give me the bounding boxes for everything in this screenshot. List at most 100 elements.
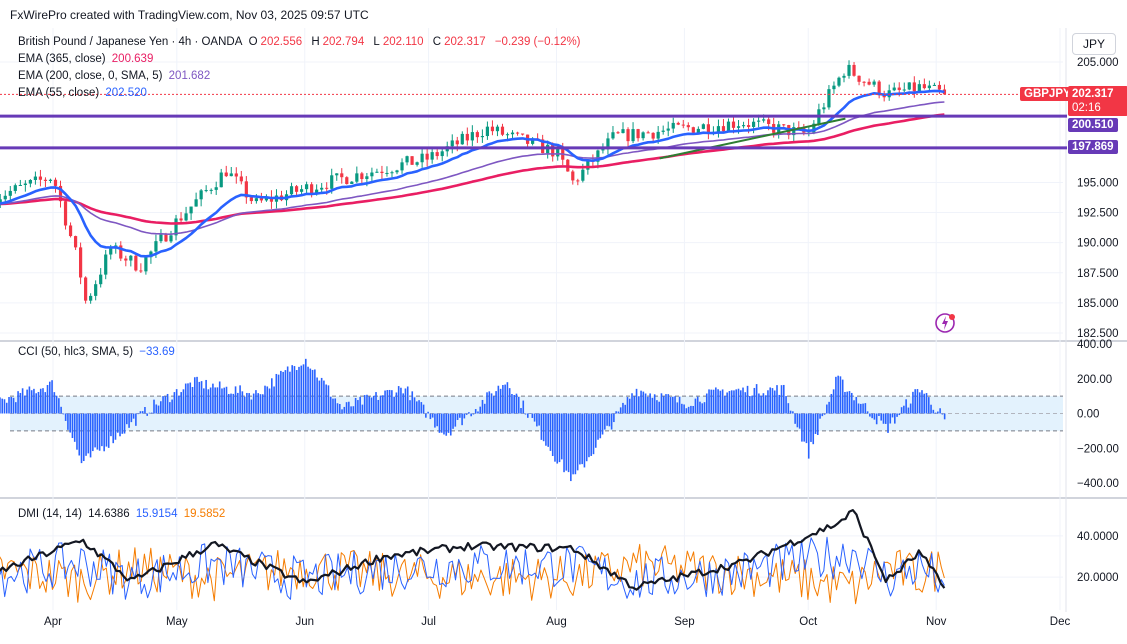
cci-bar [638,396,640,414]
cci-bar [907,407,910,414]
cci-bar [406,386,409,414]
cci-bar [157,405,160,414]
candle-body [8,190,12,196]
cci-bar [633,396,636,414]
cci-bar [640,390,642,414]
cci-bar [316,377,318,414]
cci-bar [218,381,221,414]
cci-bar [721,389,724,414]
lightning-alert-icon[interactable] [935,312,959,336]
cci-bar [438,413,441,433]
cci-bar [590,413,593,456]
cci-bar [511,394,513,414]
cci-bar [173,392,176,414]
candle-body [716,126,721,132]
cci-bar [712,389,715,414]
cci-bar [286,366,289,414]
trendline [659,117,846,160]
cci-bar [207,389,210,414]
x-tick-label: Sep [674,616,694,628]
cci-bar [810,413,812,442]
cci-bar [221,388,223,414]
cci-bar [350,406,352,414]
cci-bar [683,404,685,414]
cci-bar [454,413,457,427]
cci-bar [461,413,463,426]
cci-bar [939,408,941,414]
candle-body [832,85,836,90]
cci-bar [660,393,663,414]
cci-bar [19,392,22,414]
cci-bar [490,393,493,414]
candle-body [375,171,379,173]
cci-bar [359,396,361,414]
cci-bar [107,413,110,448]
ema365-legend[interactable]: EMA (365, close) 200.639 [18,53,154,65]
candle-body [345,177,349,185]
candle-body [214,187,218,190]
cci-bar [178,395,180,414]
ema55-legend[interactable]: EMA (55, close) 202.520 [18,87,147,99]
cci-bar [470,413,472,417]
candle-body [485,126,490,137]
cci-bar [101,413,103,447]
candle-body [751,121,756,127]
cci-bar [751,395,753,414]
candle-body [912,82,916,92]
cci-bar [943,413,946,420]
cci-bar [388,389,391,414]
cci-bar [705,393,708,414]
candle-body [289,186,294,195]
cci-bar [447,413,450,433]
cci-bar [644,393,647,414]
cci-bar [24,395,26,414]
candle-body [531,138,535,144]
cci-bar [631,393,633,414]
cci-bar [495,391,497,414]
cci-bar [726,392,728,414]
cci-bar [536,413,538,427]
currency-button[interactable]: JPY [1072,33,1116,55]
cci-bar [132,413,135,419]
cci-bar [28,386,31,414]
cci-bar [853,400,855,414]
cci-legend[interactable]: CCI (50, hlc3, SMA, 5) −33.69 [18,346,175,358]
cci-bar [830,393,833,414]
cci-bar [98,413,101,451]
candle-body [736,126,741,128]
dmi-y-tick-label: 20.0000 [1077,572,1119,584]
cci-bar [78,413,81,456]
cci-bar [58,398,60,414]
candle-body [330,175,334,189]
cci-bar [610,413,613,430]
adx-value: 14.6386 [88,508,130,520]
cci-bar [927,397,930,414]
cci-bar [563,413,565,473]
ema200-legend[interactable]: EMA (200, close, 0, SMA, 5) 201.682 [18,70,211,82]
cci-bar [916,389,919,414]
cci-bar [196,376,198,414]
candle-body [405,156,409,163]
cci-bar [658,401,660,414]
candle-body [425,153,429,160]
dmi-legend[interactable]: DMI (14, 14) 14.6386 15.9154 19.5852 [18,508,226,520]
cci-bar [159,401,162,414]
cci-bar [710,389,713,414]
cci-bar [110,413,112,437]
candle-body [475,132,479,138]
candle-body [656,131,660,139]
x-tick-label: Nov [926,616,947,628]
cci-bar [656,400,658,414]
candle-body [460,133,464,145]
cci-bar [198,381,201,414]
cci-bar [21,388,24,414]
cci-bar [687,406,690,414]
cci-bar [860,403,862,414]
cci-bar [259,394,262,414]
cci-bar [787,403,790,414]
candle-body [636,129,640,139]
cci-bar [105,413,108,447]
cci-bar [579,413,581,465]
candle-body [671,122,675,129]
